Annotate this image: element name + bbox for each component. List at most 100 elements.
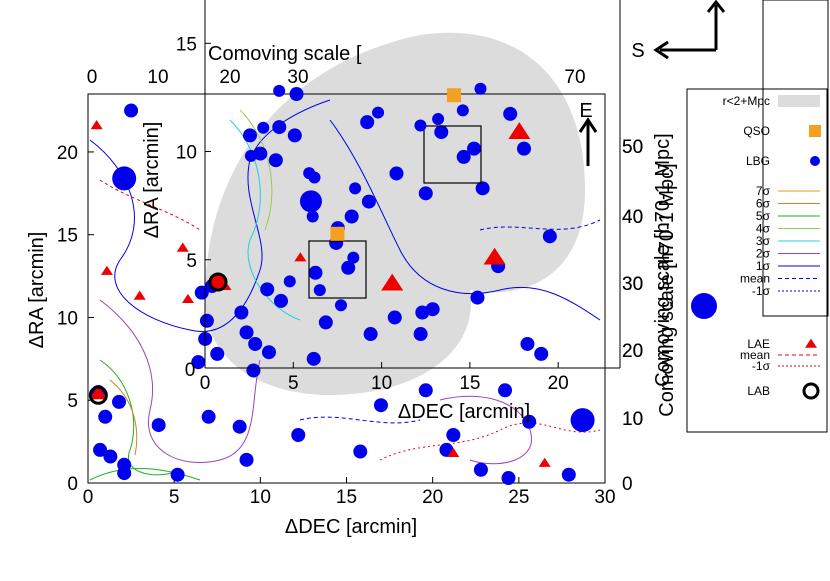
inset-right-scale-tick-label: 20 [622,341,643,362]
legend-swatch-lab [802,382,820,400]
legend-label: -1σ [752,284,771,298]
lbg-point [542,229,557,244]
inset-x-axis-label: ΔDEC [arcmin] [398,401,530,423]
contour-5sigma [99,359,181,476]
inset-right-scale-tick-label: 50 [622,137,643,158]
inset-lbg-point-large [299,190,322,213]
lbg-point [344,209,359,224]
lbg-point [93,442,108,457]
lbg-point [389,166,404,181]
outer-x-tick-label: 20 [422,487,443,508]
lbg-point [360,115,375,130]
legend-swatch-qso [809,125,821,137]
lbg-point [363,327,378,342]
legend-label: LBG [746,154,770,168]
lbg-point [373,398,388,413]
inset-y-axis-label: ΔRA [arcmin] [141,122,163,239]
inset-y-tick-label: 5 [186,251,197,272]
outer-x-tick-label: 10 [250,487,271,508]
inset-lbg-point [283,275,296,288]
lbg-point [456,149,471,164]
outer-x-tick-label: 15 [336,487,357,508]
inset-lae-point-large [381,273,404,291]
contour-lae-minus1 [379,422,601,461]
lbg-point [287,128,302,143]
right-scale-tick-label: 20 [622,341,643,362]
lbg-point [418,186,433,201]
lbg-point [151,418,166,433]
legend-swatch-lbg [810,156,820,166]
inset-lbg-point [456,104,469,117]
right-scale-tick-label: 10 [622,409,643,430]
outer-y-tick-label: 20 [57,143,78,164]
legend-label: r<2+Mpc [723,94,770,108]
lbg-point [98,409,113,424]
inset-lbg-point [313,284,326,297]
right-scale-tick-label: 0 [622,474,633,495]
inset-x-tick-label: 15 [459,373,480,394]
outer-x-tick-label: 25 [508,487,529,508]
lbg-point [387,310,402,325]
right-scale-panel [762,0,829,317]
lbg-point [103,449,118,464]
inset-lbg-point [306,210,319,223]
lbg-point [112,394,127,409]
legend-swatch-lae [805,338,817,348]
inset-lbg-point [347,251,360,264]
density-zone [205,32,585,395]
inset-lbg-point [273,84,286,97]
inset-map: 0 5 10 15 20 5 10 15 20 ΔDEC [arcmin] ΔRA [arcmin]… [141,0,674,430]
inset-lbg-point [303,167,316,180]
top-scale-tick-label: 70 [564,67,585,88]
contour-5sigma-b [89,468,201,481]
legend-box [686,88,828,433]
lbg-point [124,103,139,118]
lbg-point [201,409,216,424]
lbg-point-large [570,408,595,433]
inset-lbg-point [244,149,257,162]
lbg-point [248,336,263,351]
lbg-point [318,315,333,330]
lbg-point [239,325,254,340]
inset-qso-point [330,226,345,241]
lbg-point [232,419,247,434]
lbg-point [413,327,428,342]
lbg-point [361,194,376,209]
inset-x-tick-label: 0 [200,373,211,394]
compass-east-arrowhead [578,117,598,133]
lbg-point [306,351,321,366]
lae-point [176,242,189,252]
lbg-point [242,128,257,143]
contour-1sigma-b [329,119,601,321]
inset-lbg-point [257,121,270,134]
outer-x-axis-label: ΔDEC [arcmin] [285,516,417,538]
lbg-point [534,346,549,361]
lbg-point [253,146,268,161]
lbg-point [191,355,206,370]
lbg-point [199,313,214,328]
right-scale-label: Comoving scale [h70-1 Mpc] [656,163,678,416]
lae-point [447,447,460,457]
inset-y-tick-label: 10 [176,143,197,164]
inset-x-tick-label: 5 [288,373,299,394]
inset-lab-point [208,272,228,292]
inset-lbg-point [432,113,445,126]
legend-label: LAB [747,384,770,398]
lbg-point [341,260,356,275]
outer-y-tick-label: 5 [67,391,78,412]
right-scale-tick-label: 50 [622,137,643,158]
contour-2sigma-b [439,395,533,465]
lbg-point [272,120,287,135]
lbg-point [353,444,368,459]
inset-lae-point [294,252,307,262]
lbg-point [470,290,485,305]
lbg-point [467,141,482,156]
top-scale-tick-label: 30 [287,67,308,88]
outer-y-tick-label: 0 [67,474,78,495]
lbg-point-large [691,293,717,319]
lbg-point [498,383,513,398]
compass-south-arrowhead [653,40,669,60]
outer-y-axis-label: ΔRA [arcmin] [26,232,48,349]
